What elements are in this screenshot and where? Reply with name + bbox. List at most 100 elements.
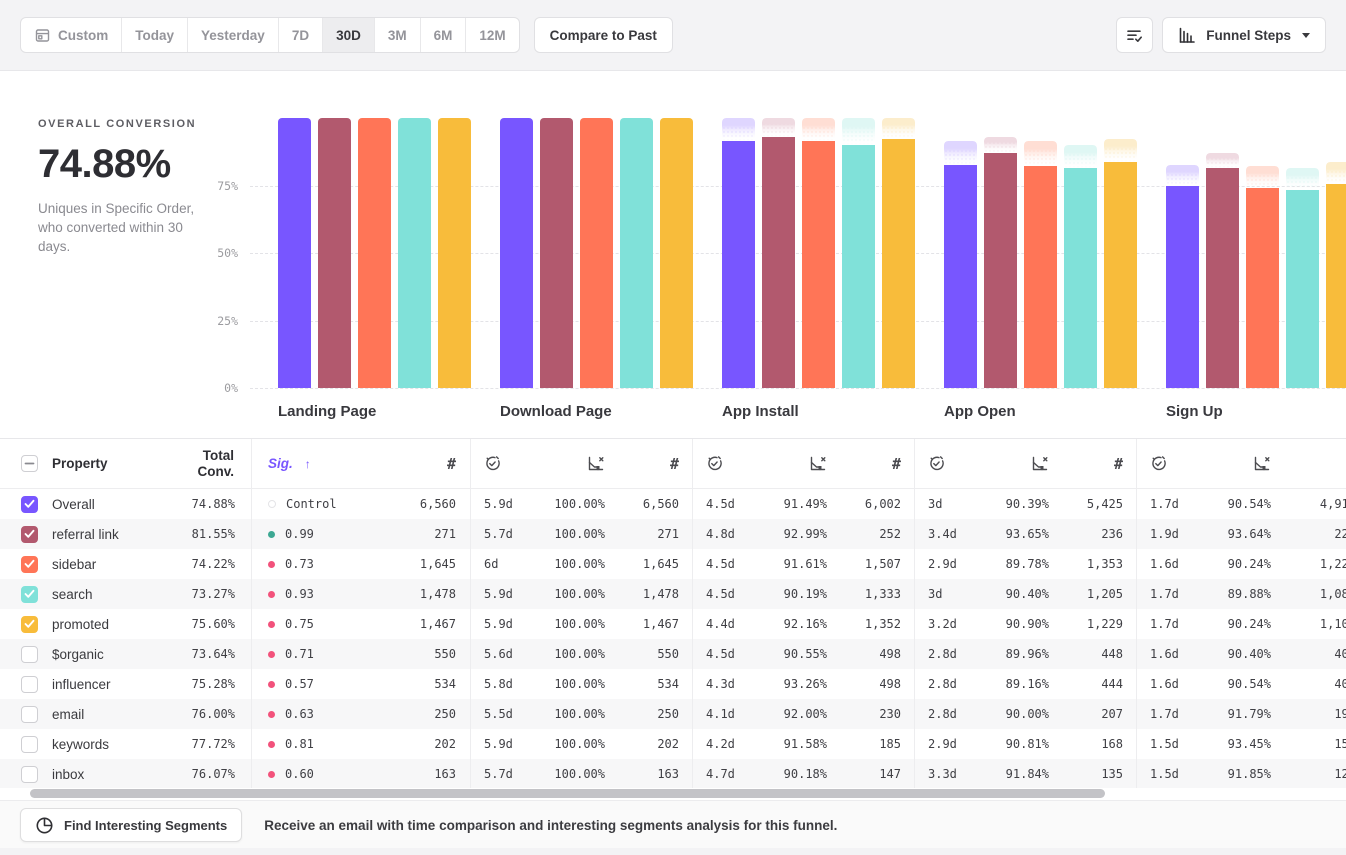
row-checkbox[interactable]	[21, 675, 38, 693]
hash-icon[interactable]: #	[1113, 454, 1123, 473]
funnel-bar-Overall[interactable]	[278, 118, 311, 388]
hash-icon[interactable]: #	[1271, 455, 1346, 473]
step-metrics-cell: 4.3d 93.26% 498	[693, 669, 915, 699]
find-interesting-segments-button[interactable]: Find Interesting Segments	[20, 808, 243, 842]
row-checkbox[interactable]	[21, 525, 38, 543]
conversion-rate-value: 89.88%	[1227, 587, 1271, 601]
funnel-bar-referral-link[interactable]	[540, 118, 573, 388]
property-name: promoted	[52, 616, 110, 632]
horizontal-scrollbar-thumb[interactable]	[30, 789, 1105, 798]
step-metrics-cell: 1.7d 90.24% 1,109	[1137, 609, 1346, 639]
funnel-loss-icon[interactable]	[757, 455, 827, 472]
hash-icon[interactable]: #	[891, 454, 901, 473]
funnel-steps-dropdown[interactable]: Funnel Steps	[1162, 17, 1326, 53]
avg-time-value: 5.8d	[484, 677, 513, 691]
funnel-bar-search[interactable]	[620, 118, 653, 388]
funnel-bar-referral-link[interactable]	[984, 136, 1017, 388]
compare-to-past-button[interactable]: Compare to Past	[533, 17, 673, 53]
conversion-rate-value: 90.24%	[1227, 617, 1271, 631]
table-row[interactable]: inbox 76.07% 0.60 163 5.7d 100.00% 163 4.7d 90.1…	[0, 759, 1346, 788]
funnel-bar-referral-link[interactable]	[1206, 152, 1239, 388]
row-checkbox[interactable]	[21, 735, 38, 753]
funnel-bar-search[interactable]	[842, 118, 875, 388]
funnel-bar-sidebar[interactable]	[580, 118, 613, 388]
funnel-bar-sidebar[interactable]	[358, 118, 391, 388]
top-toolbar: Custom Today Yesterday 7D 30D 3M 6M 12M Compare…	[0, 0, 1346, 70]
table-row[interactable]: keywords 77.72% 0.81 202 5.9d 100.00% 202 4.2d 9…	[0, 729, 1346, 759]
funnel-loss-icon[interactable]	[979, 455, 1049, 472]
bar-chart-icon	[1178, 27, 1197, 44]
funnel-bar-converted	[1104, 161, 1137, 388]
funnel-bar-search[interactable]	[1064, 144, 1097, 388]
total-conversion-value: 74.88%	[191, 497, 235, 511]
y-axis-tick: 50%	[217, 246, 238, 260]
property-cell: influencer 75.28%	[0, 669, 252, 699]
calendar-icon	[34, 27, 51, 44]
date-range-label: 12M	[479, 27, 506, 43]
stopwatch-check-icon[interactable]	[915, 455, 979, 472]
table-row[interactable]: email 76.00% 0.63 250 5.5d 100.00% 250 4.1d 92.0…	[0, 699, 1346, 729]
date-range-6m[interactable]: 6M	[421, 18, 467, 52]
funnel-bar-promoted[interactable]	[1326, 161, 1346, 388]
funnel-bar-Overall[interactable]	[1166, 164, 1199, 388]
funnel-bar-converted	[762, 136, 795, 388]
funnel-loss-icon[interactable]	[1201, 455, 1271, 472]
significance-column-header[interactable]: Sig. ↑	[252, 456, 366, 471]
table-row[interactable]: Overall 74.88% Control 6,560 5.9d 100.00% 6,56…	[0, 489, 1346, 519]
funnel-bar-promoted[interactable]	[660, 118, 693, 388]
funnel-bar-loss	[762, 118, 795, 137]
funnel-bar-converted	[1326, 183, 1346, 388]
funnel-bar-Overall[interactable]	[500, 118, 533, 388]
funnel-bar-Overall[interactable]	[944, 141, 977, 388]
funnel-loss-icon[interactable]	[535, 455, 605, 472]
funnel-bar-converted	[1166, 185, 1199, 388]
funnel-bar-search[interactable]	[398, 118, 431, 388]
property-column-header[interactable]: Property Total Conv.	[0, 439, 252, 488]
table-row[interactable]: referral link 81.55% 0.99 271 5.7d 100.00% 271…	[0, 519, 1346, 549]
stopwatch-check-icon[interactable]	[693, 455, 757, 472]
stopwatch-check-icon[interactable]	[1137, 455, 1201, 472]
list-check-button[interactable]	[1116, 17, 1154, 53]
select-all-checkbox[interactable]	[21, 455, 38, 472]
conversion-rate-value: 90.54%	[1227, 497, 1271, 511]
converted-count-value: 498	[879, 647, 901, 661]
row-checkbox[interactable]	[21, 585, 38, 603]
funnel-bar-sidebar[interactable]	[1024, 140, 1057, 388]
stopwatch-check-icon[interactable]	[471, 455, 535, 472]
row-checkbox[interactable]	[21, 705, 38, 723]
count-column-header[interactable]: #	[366, 439, 471, 488]
converted-count-value: 1,205	[1086, 587, 1123, 601]
funnel-bar-promoted[interactable]	[1104, 139, 1137, 388]
funnel-bar-promoted[interactable]	[882, 118, 915, 388]
funnel-bar-referral-link[interactable]	[762, 118, 795, 388]
funnel-bar-promoted[interactable]	[438, 118, 471, 388]
table-row[interactable]: sidebar 74.22% 0.73 1,645 6d 100.00% 1,645 4.5d…	[0, 549, 1346, 579]
date-range-custom[interactable]: Custom	[21, 18, 123, 52]
row-checkbox[interactable]	[21, 645, 38, 663]
funnel-bar-sidebar[interactable]	[802, 118, 835, 388]
avg-time-value: 5.9d	[484, 497, 513, 511]
funnel-bar-converted	[842, 144, 875, 388]
table-row[interactable]: promoted 75.60% 0.75 1,467 5.9d 100.00% 1,467 4…	[0, 609, 1346, 639]
funnel-bar-sidebar[interactable]	[1246, 165, 1279, 388]
table-row[interactable]: search 73.27% 0.93 1,478 5.9d 100.00% 1,478 4.5…	[0, 579, 1346, 609]
funnel-bar-referral-link[interactable]	[318, 118, 351, 388]
date-range-12m[interactable]: 12M	[466, 18, 518, 52]
table-row[interactable]: influencer 75.28% 0.57 534 5.8d 100.00% 534 4.3…	[0, 669, 1346, 699]
date-range-7d[interactable]: 7D	[279, 18, 324, 52]
funnel-bar-search[interactable]	[1286, 167, 1319, 388]
date-range-yesterday[interactable]: Yesterday	[188, 18, 279, 52]
row-checkbox[interactable]	[21, 555, 38, 573]
converted-count-value: 1,467	[642, 617, 679, 631]
date-range-3m[interactable]: 3M	[375, 18, 421, 52]
date-range-30d[interactable]: 30D	[323, 18, 375, 52]
property-cell: sidebar 74.22%	[0, 549, 252, 579]
date-range-today[interactable]: Today	[122, 18, 189, 52]
funnel-bar-Overall[interactable]	[722, 118, 755, 388]
row-checkbox[interactable]	[21, 765, 38, 783]
row-checkbox[interactable]	[21, 615, 38, 633]
row-checkbox[interactable]	[21, 495, 38, 513]
table-row[interactable]: $organic 73.64% 0.71 550 5.6d 100.00% 550 4.5d 9…	[0, 639, 1346, 669]
hash-icon[interactable]: #	[669, 454, 679, 473]
y-axis-tick: 0%	[224, 381, 238, 395]
